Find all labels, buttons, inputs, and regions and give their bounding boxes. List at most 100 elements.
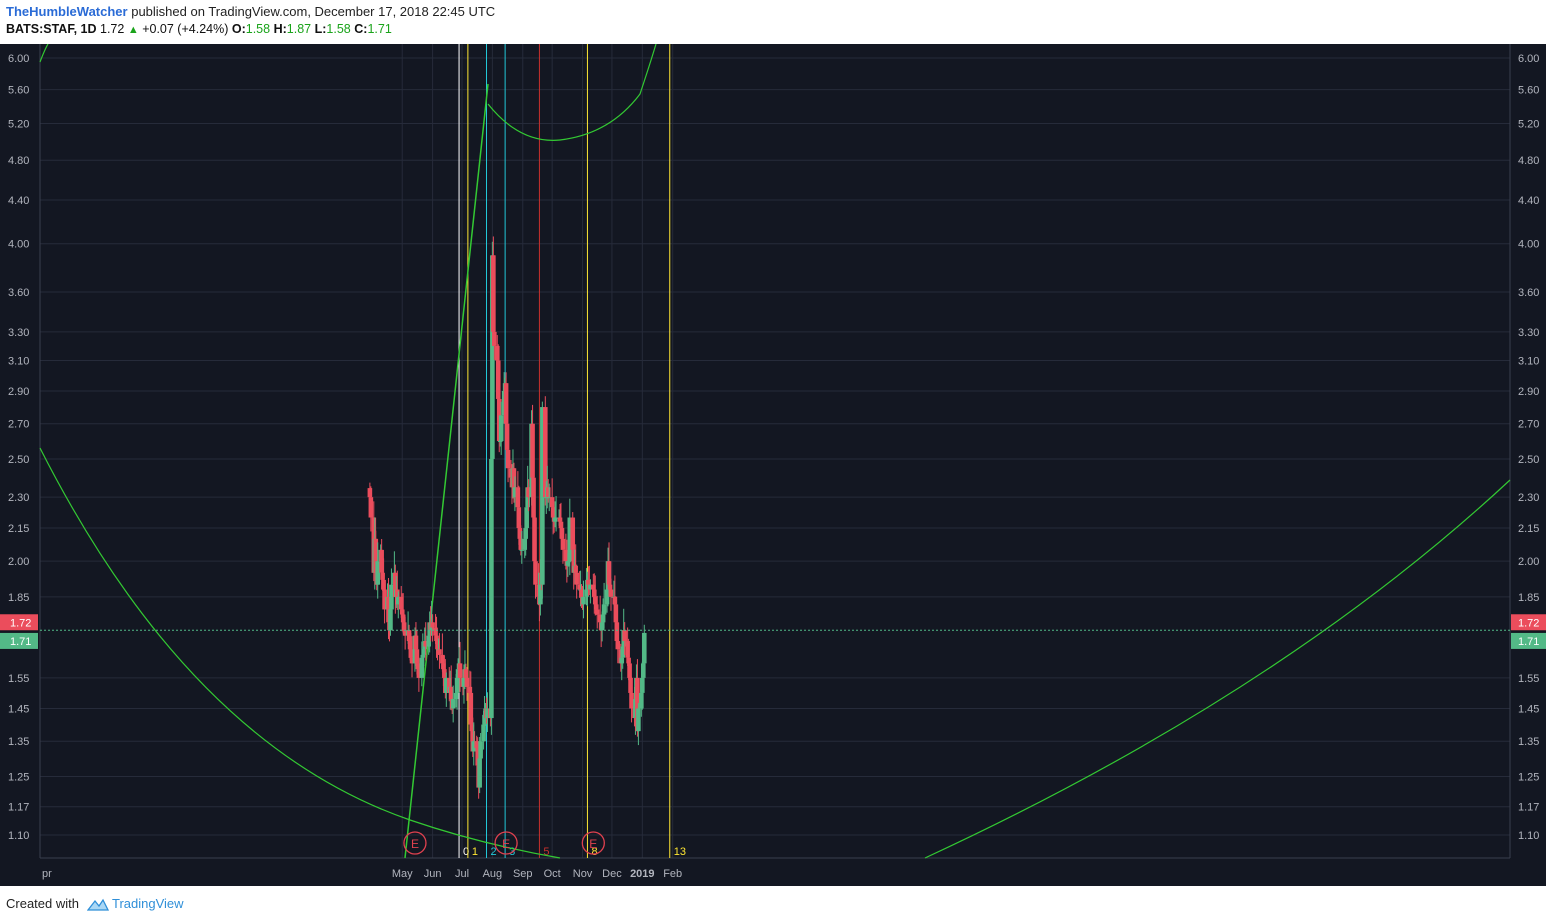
candle-body — [574, 572, 579, 585]
candle-body — [559, 528, 565, 539]
x-tick-label: Feb — [663, 868, 682, 880]
price-label-left-bg — [0, 614, 38, 631]
candle-body — [453, 692, 459, 700]
candle-body — [545, 487, 551, 498]
y-tick-label-right: 1.45 — [1518, 703, 1539, 715]
candle-body — [577, 584, 582, 590]
candle-body — [442, 669, 447, 678]
candle-body — [557, 517, 563, 522]
y-tick-label-left: 5.60 — [8, 85, 29, 97]
candle-body — [408, 649, 414, 658]
candle-body — [620, 646, 626, 658]
candle-body — [594, 609, 600, 615]
y-tick-label-left: 5.20 — [8, 119, 29, 131]
candle-body — [530, 423, 535, 478]
candle-body — [414, 649, 420, 664]
candle-body — [628, 677, 633, 693]
candle-body — [426, 635, 431, 647]
candle-body — [446, 677, 452, 693]
candle-body — [622, 630, 627, 642]
y-tick-label-left: 6.00 — [8, 53, 29, 65]
candle-body — [464, 677, 470, 687]
tradingview-logo-icon — [86, 898, 109, 911]
candle-body — [396, 596, 401, 605]
candle-body — [563, 549, 569, 562]
candle-body — [497, 441, 503, 443]
candle-body — [519, 549, 525, 551]
candle-body — [467, 686, 473, 693]
footer: Created with TradingView — [6, 896, 184, 912]
candle-body — [592, 596, 598, 605]
candle-body — [423, 641, 429, 647]
y-tick-label-left: 1.55 — [8, 673, 29, 685]
fib-time-label-1: 1 — [472, 846, 478, 858]
candle-body — [599, 622, 605, 631]
y-tick-label-right: 4.00 — [1518, 239, 1539, 251]
y-tick-label-right: 1.55 — [1518, 673, 1539, 685]
candle-body — [421, 649, 427, 655]
chart-panel[interactable]: pr May Jun Jul Aug Sep Oct Nov Dec 2019 Feb 6.00 6.0… — [0, 44, 1546, 886]
x-tick-label: pr — [42, 868, 52, 880]
candle-body — [565, 561, 571, 566]
candle-body — [626, 657, 631, 664]
y-tick-label-left: 4.40 — [8, 195, 29, 207]
candle-body — [420, 654, 426, 658]
candle-body — [407, 641, 413, 650]
candle-body — [570, 517, 576, 550]
candle-body — [571, 549, 577, 573]
candle-body — [636, 708, 641, 732]
x-tick-label: Jun — [424, 868, 442, 880]
candle-body — [461, 677, 467, 687]
candle-body — [373, 538, 379, 573]
candle-body — [608, 589, 614, 597]
tradingview-brand[interactable]: TradingView — [112, 896, 184, 911]
y-tick-label-right: 6.00 — [1518, 53, 1539, 65]
candle-body — [388, 609, 393, 631]
candle-body — [597, 614, 603, 623]
x-tick-label: 2019 — [630, 868, 654, 880]
candle-body — [457, 663, 463, 678]
candle-body — [517, 528, 523, 539]
price-label-left: 1.72 — [10, 617, 31, 629]
high-value: 1.87 — [286, 22, 312, 36]
candle-body — [619, 657, 625, 664]
y-tick-label-right: 1.85 — [1518, 592, 1539, 604]
y-tick-label-right: 1.10 — [1518, 830, 1539, 842]
y-tick-label-right: 1.25 — [1518, 771, 1539, 783]
candle-body — [581, 596, 586, 605]
candle-body — [402, 630, 408, 636]
candle-body — [560, 538, 566, 550]
price-chart[interactable]: pr May Jun Jul Aug Sep Oct Nov Dec 2019 Feb 6.00 6.0… — [0, 44, 1546, 886]
candle-body — [584, 589, 589, 597]
fib-time-label-8: 8 — [591, 846, 597, 858]
candle-body — [516, 507, 522, 529]
earnings-marker-label: E — [411, 837, 419, 851]
candle-body — [367, 488, 373, 498]
candle-body — [415, 663, 421, 670]
candle-body — [579, 589, 584, 597]
y-tick-label-left: 1.35 — [8, 736, 29, 748]
y-tick-label-left: 1.17 — [8, 802, 29, 814]
high-label: H: — [273, 22, 287, 36]
candle-body — [444, 677, 449, 693]
candle-body — [504, 423, 510, 450]
candle-body — [437, 649, 442, 655]
author-name[interactable]: TheHumbleWatcher — [6, 4, 128, 19]
candle-body — [481, 724, 486, 742]
candle-body — [503, 383, 509, 424]
candle-body — [379, 549, 384, 573]
candle-body — [471, 741, 477, 752]
candle-body — [538, 572, 543, 605]
candle-body — [627, 663, 632, 678]
x-tick-label: Sep — [513, 868, 533, 880]
price-label-right: 1.71 — [1518, 636, 1539, 648]
candle-body — [409, 657, 415, 664]
publish-info: published on TradingView.com, December 1… — [131, 4, 496, 19]
candle-body — [515, 487, 521, 508]
candle-body — [440, 654, 445, 664]
y-tick-label-left: 4.00 — [8, 239, 29, 251]
price-change: +0.07 (+4.24%) — [142, 22, 229, 36]
y-tick-label-left: 2.30 — [8, 492, 29, 504]
candle-body — [615, 641, 621, 650]
open-value: 1.58 — [245, 22, 271, 36]
